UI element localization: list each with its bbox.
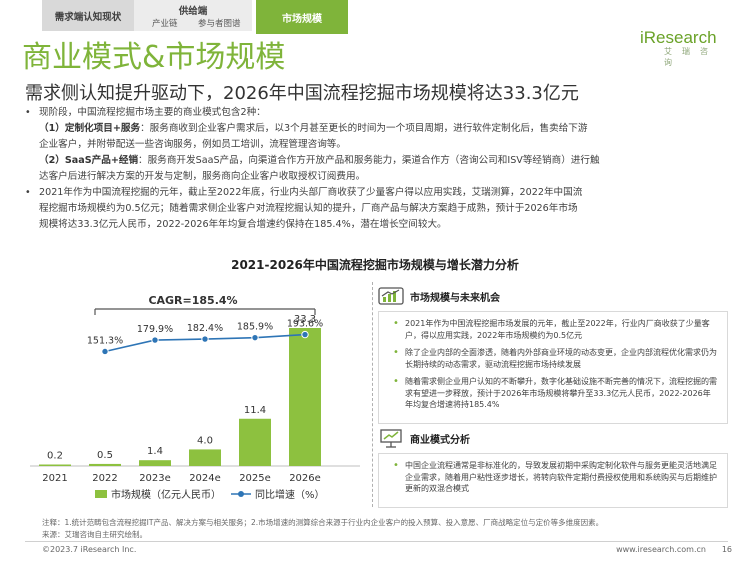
chart-title: 2021-2026年中国流程挖掘市场规模与增长潜力分析: [231, 258, 519, 272]
panel-market-item: 随着需求侧企业用户认知的不断攀升，数字化基础设施不断完善的情况下，流程挖掘的需求…: [393, 376, 717, 411]
panel-business-header: 商业模式分析: [378, 427, 728, 449]
panel-market-opportunity: 市场规模与未来机会 2021年作为中国流程挖掘市场发展的元年，截止至2022年，…: [378, 285, 728, 424]
panel-market-item: 除了企业内部的全面渗透，随着内外部商业环境的动态变更，企业内部流程优化需求仍为长…: [393, 347, 717, 370]
footer-divider: [25, 541, 728, 542]
x-tick-label: 2021: [42, 473, 67, 484]
bar-value-label: 1.4: [147, 446, 163, 457]
x-tick-label: 2022: [92, 473, 117, 484]
panel-business-box: 中国企业流程通常是非标准化的，导致发展初期中采购定制化软件与服务更能灵活地满足企…: [378, 453, 728, 508]
body-text: • 现阶段，中国流程挖掘市场主要的商业模式包含2种： （1）定制化项目+服务：服务…: [25, 105, 730, 233]
bar-2024e: [189, 449, 221, 466]
chart-growth-icon: [378, 287, 404, 305]
page-number: 16: [721, 545, 732, 554]
x-tick-label: 2026e: [289, 473, 321, 484]
x-tick-label: 2024e: [189, 473, 221, 484]
bar-value-label: 0.2: [47, 451, 63, 462]
nav-tab-supply[interactable]: 供给端 产业链 参与者图谱: [134, 0, 252, 31]
bar-value-label: 4.0: [197, 435, 213, 446]
bar-2026e: [289, 328, 321, 466]
panel-market-header: 市场规模与未来机会: [378, 285, 728, 307]
bar-2025e: [239, 418, 271, 466]
legend-line-label: 同比增速（%）: [255, 488, 325, 501]
panel-business-title: 商业模式分析: [410, 434, 470, 446]
nav-tab-market[interactable]: 市场规模: [256, 0, 348, 34]
bar-value-label: 33.3: [294, 314, 316, 325]
body-paragraph-3: （2）SaaS产品+经销：服务商开发SaaS产品，向渠道合作方开放产品和服务能力…: [39, 155, 600, 166]
panel-market-box: 2021年作为中国流程挖掘市场发展的元年，截止至2022年，行业内厂商收获了少量…: [378, 311, 728, 424]
bar-value-label: 0.5: [97, 450, 113, 461]
bar-2023e: [139, 460, 171, 466]
bar-2022: [89, 463, 121, 466]
market-size-chart: 0.2 2021 0.5 2022 1.4 2023e 4.0 2024e 11.4 2025e 3…: [30, 294, 360, 501]
growth-rate-label: 193.6%: [287, 319, 323, 330]
x-tick-label: 2023e: [139, 473, 171, 484]
growth-rate-point: [301, 330, 309, 339]
growth-rate-point: [251, 333, 259, 342]
website-link[interactable]: www.iresearch.com.cn: [616, 545, 706, 554]
body-paragraph-1: • 现阶段，中国流程挖掘市场主要的商业模式包含2种：: [25, 107, 266, 118]
bar-2021: [39, 464, 71, 466]
panel-business-item: 中国企业流程通常是非标准化的，导致发展初期中采购定制化软件与服务更能灵活地满足企…: [393, 460, 717, 495]
nav-supply-chain[interactable]: 产业链: [152, 19, 178, 29]
growth-rate-label: 151.3%: [87, 335, 123, 346]
panel-business-model: 商业模式分析 中国企业流程通常是非标准化的，导致发展初期中采购定制化软件与服务更…: [378, 427, 728, 508]
iresearch-logo: iResearch 艾瑞咨询: [640, 28, 720, 68]
footnote-source: 来源：艾瑞咨询自主研究绘制。: [42, 530, 147, 539]
growth-rate-point: [101, 347, 109, 356]
logo-chinese: 艾瑞咨询: [664, 47, 718, 67]
bar-value-label: 11.4: [244, 405, 266, 416]
body-paragraph-3-cont: 达客户后进行解决方案的开发与定制，服务商向企业客户收取授权订阅费用。: [39, 171, 366, 182]
nav-tab-demand[interactable]: 需求端认知现状: [42, 0, 134, 31]
chart-divider: [372, 282, 373, 507]
top-nav: 需求端认知现状 供给端 产业链 参与者图谱 市场规模: [42, 0, 348, 34]
logo-wordmark: iResearch: [640, 28, 717, 47]
presentation-icon: [380, 429, 402, 448]
footnote-line-1: 注释：1.统计范畴包含流程挖掘IT产品、解决方案与相关服务；2.市场增速的测算综…: [42, 518, 604, 527]
growth-rate-label: 179.9%: [137, 324, 173, 335]
growth-rate-label: 185.9%: [237, 322, 273, 333]
page-title: 商业模式&市场规模: [22, 40, 286, 75]
growth-rate-label: 182.4%: [187, 323, 223, 334]
nav-supply-participants[interactable]: 参与者图谱: [198, 19, 241, 29]
footnotes: 注释：1.统计范畴包含流程挖掘IT产品、解决方案与相关服务；2.市场增速的测算综…: [42, 517, 603, 541]
panel-market-item: 2021年作为中国流程挖掘市场发展的元年，截止至2022年，行业内厂商收获了少量…: [393, 318, 717, 341]
growth-rate-point: [151, 336, 159, 344]
growth-rate-point: [201, 335, 209, 343]
panel-market-title: 市场规模与未来机会: [410, 292, 500, 304]
legend-bar-swatch: [95, 490, 107, 498]
page-subtitle: 需求侧认知提升驱动下，2026年中国流程挖掘市场规模将达33.3亿元: [25, 83, 579, 104]
cagr-label: CAGR=185.4%: [148, 294, 237, 307]
nav-supply-title: 供给端: [178, 6, 208, 17]
body-paragraph-4-line3: 规模将达33.3亿元人民币，2022-2026年年均复合增速约保持在185.4%…: [39, 219, 447, 230]
legend-line-marker: [238, 491, 244, 497]
body-paragraph-4-line2: 程挖掘市场规模约为0.5亿元；随着需求侧企业客户对流程挖掘认知的提升，厂商产品与…: [39, 203, 578, 214]
copyright: ©2023.7 iResearch Inc.: [42, 545, 137, 554]
body-paragraph-2-cont: 企业客户，并附带配送一些咨询服务，例如员工培训，流程管理咨询等。: [39, 139, 346, 150]
body-paragraph-4: • 2021年作为中国流程挖掘的元年，截止至2022年底，行业内头部厂商收获了少量…: [25, 187, 583, 198]
x-tick-label: 2025e: [239, 473, 271, 484]
legend-bar-label: 市场规模（亿元人民币）: [111, 488, 221, 501]
body-paragraph-2: （1）定制化项目+服务：服务商收到企业客户需求后，以3个月甚至更长的时间为一个项…: [39, 123, 588, 134]
